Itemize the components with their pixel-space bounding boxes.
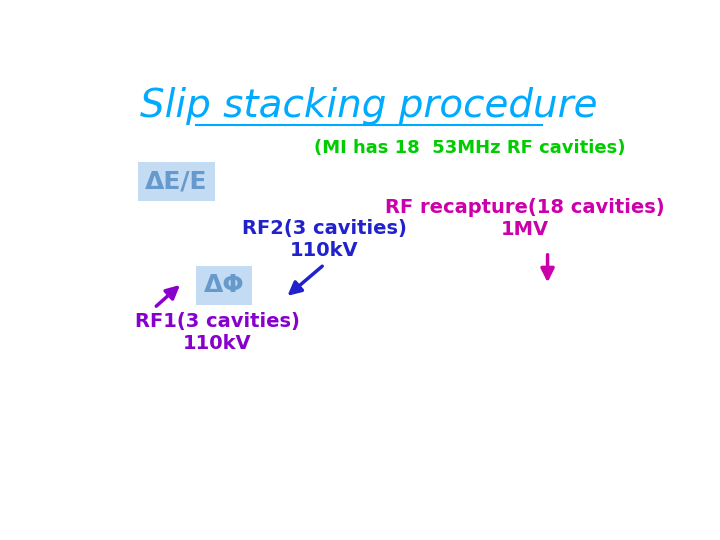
Text: RF1(3 cavities)
110kV: RF1(3 cavities) 110kV	[135, 313, 300, 354]
Text: ΔΦ: ΔΦ	[204, 273, 244, 297]
Text: Slip stacking procedure: Slip stacking procedure	[140, 87, 598, 125]
Text: RF2(3 cavities)
110kV: RF2(3 cavities) 110kV	[242, 219, 407, 260]
Text: RF recapture(18 cavities)
1MV: RF recapture(18 cavities) 1MV	[385, 198, 665, 239]
Text: ΔE/E: ΔE/E	[145, 169, 208, 193]
Text: (MI has 18  53MHz RF cavities): (MI has 18 53MHz RF cavities)	[314, 139, 626, 157]
